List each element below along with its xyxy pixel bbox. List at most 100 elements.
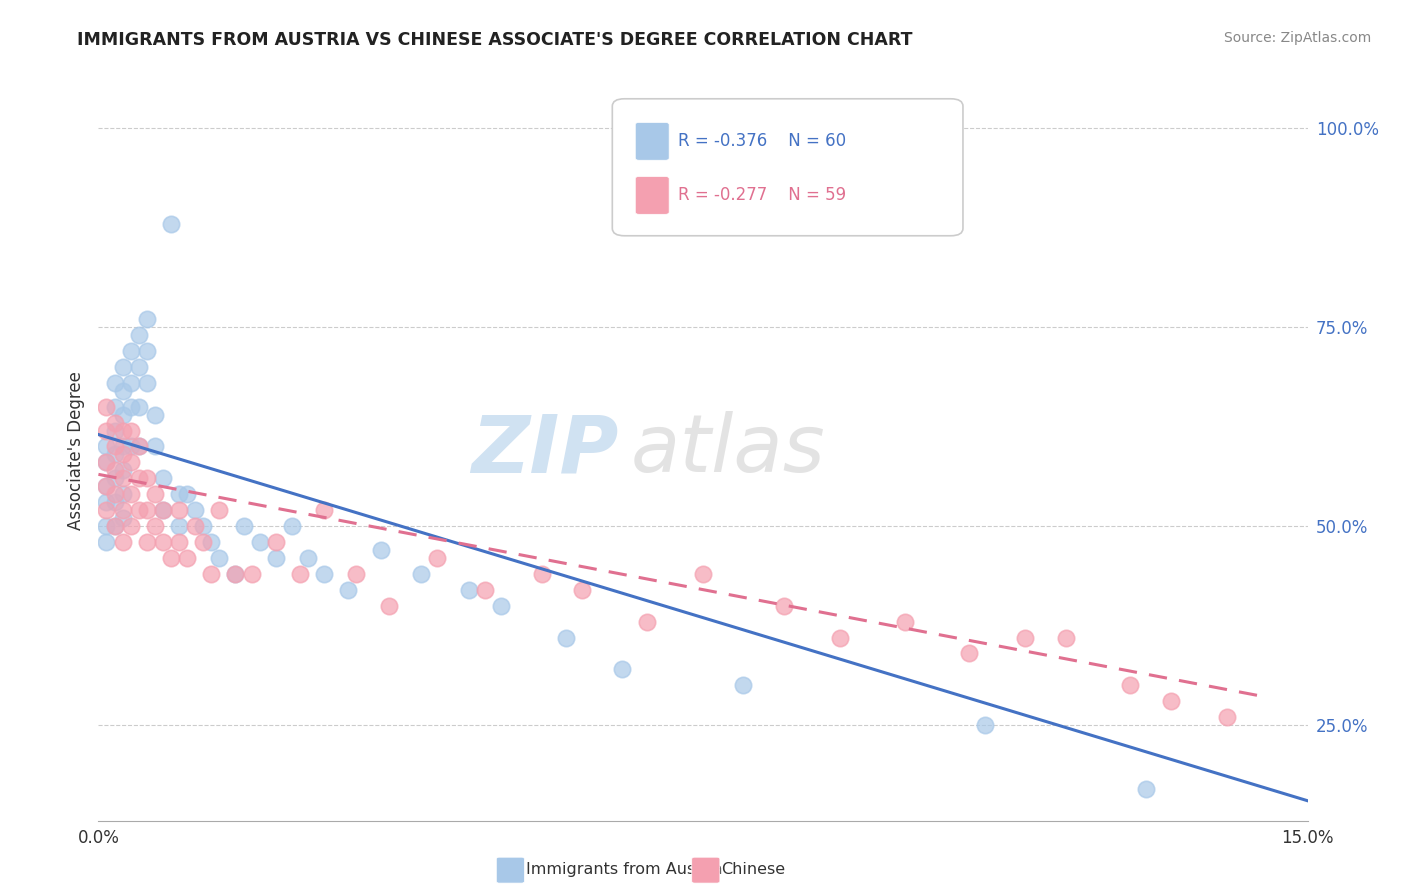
Point [1216,710,1239,724]
Point [120,487,142,501]
Point [458,582,481,597]
Point [1160,694,1182,708]
Text: atlas: atlas [630,411,825,490]
Point [103,447,125,461]
Point [103,376,125,390]
Point [128,503,150,517]
Point [571,582,593,597]
Point [208,503,231,517]
Point [120,400,142,414]
Point [96,535,118,549]
Point [1054,631,1077,645]
Point [152,535,174,549]
Point [111,471,134,485]
Point [152,503,174,517]
Point [143,487,166,501]
Point [135,471,157,485]
FancyBboxPatch shape [613,99,963,235]
Point [264,535,287,549]
Point [264,550,287,565]
Point [111,503,134,517]
Point [555,631,578,645]
Point [96,455,118,469]
Point [200,535,222,549]
Point [200,566,222,581]
Point [152,471,174,485]
Point [152,503,174,517]
Point [143,408,166,422]
Point [1014,631,1036,645]
Text: R = -0.376    N = 60: R = -0.376 N = 60 [678,132,846,150]
Point [176,550,198,565]
Point [974,718,997,732]
Point [103,440,125,454]
Point [370,543,392,558]
Point [103,519,125,533]
Point [103,424,125,438]
Point [135,312,157,326]
Point [96,440,118,454]
Point [344,566,367,581]
Point [96,455,118,469]
Point [314,566,336,581]
Point [103,416,125,430]
Point [240,566,263,581]
Point [111,447,134,461]
Point [491,599,513,613]
Point [184,519,207,533]
Text: Source: ZipAtlas.com: Source: ZipAtlas.com [1223,31,1371,45]
Point [224,566,246,581]
Point [297,550,319,565]
Point [111,424,134,438]
Point [103,471,125,485]
Point [111,440,134,454]
Text: IMMIGRANTS FROM AUSTRIA VS CHINESE ASSOCIATE'S DEGREE CORRELATION CHART: IMMIGRANTS FROM AUSTRIA VS CHINESE ASSOC… [77,31,912,49]
Point [337,582,360,597]
Text: R = -0.277    N = 59: R = -0.277 N = 59 [678,186,846,204]
Point [96,479,118,493]
Point [828,631,851,645]
Point [143,440,166,454]
Point [957,647,980,661]
Point [232,519,254,533]
Point [1119,678,1142,692]
Point [224,566,246,581]
Text: Chinese: Chinese [721,863,786,877]
Point [120,440,142,454]
Point [249,535,271,549]
Point [96,495,118,509]
Point [167,503,190,517]
Point [184,503,207,517]
Point [692,566,714,581]
Point [281,519,304,533]
Point [120,519,142,533]
Point [103,487,125,501]
Point [530,566,553,581]
Y-axis label: Associate's Degree: Associate's Degree [66,371,84,530]
Point [128,440,150,454]
Point [143,519,166,533]
Point [167,519,190,533]
Point [208,550,231,565]
Point [288,566,311,581]
Text: ZIP: ZIP [471,411,619,490]
Point [128,471,150,485]
Point [120,343,142,358]
Point [160,550,183,565]
Point [120,455,142,469]
Point [111,463,134,477]
Point [111,359,134,374]
Point [636,615,658,629]
FancyBboxPatch shape [636,177,669,214]
Point [96,503,118,517]
Point [135,535,157,549]
Point [135,503,157,517]
Point [135,343,157,358]
Point [193,519,215,533]
Point [103,463,125,477]
Point [612,662,634,676]
Point [426,550,449,565]
Point [111,535,134,549]
Point [103,519,125,533]
Point [772,599,794,613]
